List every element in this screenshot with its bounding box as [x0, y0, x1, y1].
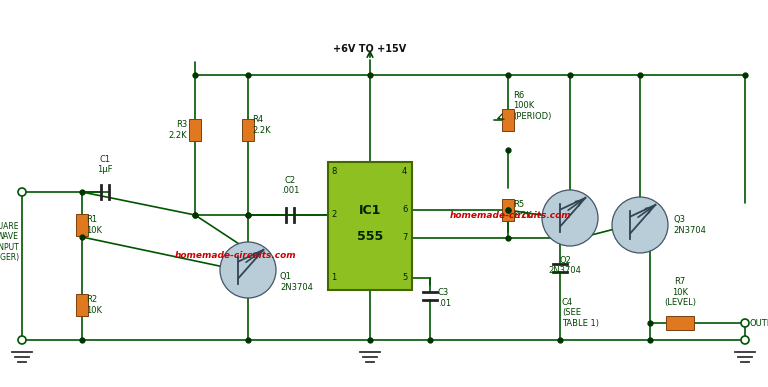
Text: R2
10K: R2 10K: [86, 295, 102, 315]
Bar: [502, 109, 514, 131]
Text: 4: 4: [402, 167, 407, 176]
Bar: [242, 119, 254, 141]
Circle shape: [18, 188, 26, 196]
Text: Q1
2N3704: Q1 2N3704: [280, 272, 313, 292]
Circle shape: [741, 319, 749, 327]
Text: R4
2.2K: R4 2.2K: [252, 115, 270, 135]
Text: 2: 2: [331, 210, 336, 219]
Text: R7
10K
(LEVEL): R7 10K (LEVEL): [664, 277, 696, 307]
Text: R6
100K
(PERIOD): R6 100K (PERIOD): [513, 91, 551, 121]
Circle shape: [220, 242, 276, 298]
Text: homemade-circuits.com: homemade-circuits.com: [175, 250, 296, 260]
Text: Q3
2N3704: Q3 2N3704: [673, 215, 706, 235]
Bar: [666, 316, 694, 330]
Text: OUTPUT: OUTPUT: [749, 319, 768, 327]
Bar: [189, 119, 201, 141]
Text: R5
8.2K: R5 8.2K: [513, 200, 531, 220]
Text: C1
1μF: C1 1μF: [98, 154, 113, 174]
Text: Q2
2N3704: Q2 2N3704: [548, 256, 581, 276]
Text: R1
10K: R1 10K: [86, 215, 102, 235]
Text: 1: 1: [331, 273, 336, 282]
Text: 7: 7: [402, 233, 407, 242]
Circle shape: [741, 336, 749, 344]
Circle shape: [542, 190, 598, 246]
Bar: [76, 294, 88, 316]
Bar: [502, 199, 514, 221]
Text: 5: 5: [402, 273, 407, 282]
Circle shape: [612, 197, 668, 253]
Text: C3
.01: C3 .01: [438, 288, 451, 308]
Text: homemade-circuits.com: homemade-circuits.com: [450, 211, 571, 219]
Bar: [76, 214, 88, 236]
Text: 8: 8: [331, 167, 336, 176]
Text: C4
(SEE
TABLE 1): C4 (SEE TABLE 1): [562, 298, 599, 328]
Text: R3
2.2K: R3 2.2K: [168, 120, 187, 140]
Text: 6: 6: [402, 205, 407, 214]
Text: +6V TO +15V: +6V TO +15V: [333, 44, 406, 54]
Text: SQUARE
WAVE
INPUT
(TRIGGER): SQUARE WAVE INPUT (TRIGGER): [0, 222, 19, 262]
Bar: [328, 162, 412, 290]
Text: 555: 555: [357, 229, 383, 243]
Circle shape: [18, 336, 26, 344]
Text: C2
.001: C2 .001: [281, 176, 300, 195]
Text: IC1: IC1: [359, 204, 381, 217]
